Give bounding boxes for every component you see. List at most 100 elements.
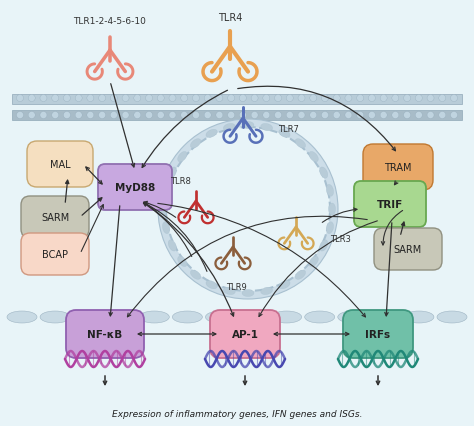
- Circle shape: [403, 95, 410, 102]
- Ellipse shape: [191, 271, 201, 279]
- Circle shape: [310, 112, 317, 119]
- Text: Expression of inflammatory genes, IFN genes and ISGs.: Expression of inflammatory genes, IFN ge…: [112, 409, 362, 418]
- Ellipse shape: [168, 240, 176, 251]
- Circle shape: [263, 112, 270, 119]
- Ellipse shape: [106, 311, 136, 323]
- Circle shape: [181, 95, 188, 102]
- Text: IRFs: IRFs: [365, 329, 391, 339]
- Ellipse shape: [309, 152, 319, 162]
- Ellipse shape: [319, 167, 328, 179]
- Circle shape: [321, 112, 328, 119]
- Circle shape: [157, 112, 164, 119]
- Ellipse shape: [161, 204, 167, 216]
- Circle shape: [28, 95, 35, 102]
- Ellipse shape: [178, 256, 187, 267]
- FancyBboxPatch shape: [354, 181, 426, 227]
- Ellipse shape: [326, 222, 334, 234]
- Circle shape: [110, 95, 118, 102]
- Circle shape: [169, 112, 176, 119]
- Circle shape: [146, 95, 153, 102]
- Circle shape: [40, 112, 47, 119]
- Ellipse shape: [139, 311, 169, 323]
- Circle shape: [298, 95, 305, 102]
- Circle shape: [427, 112, 434, 119]
- Circle shape: [333, 112, 340, 119]
- Ellipse shape: [319, 240, 328, 251]
- Circle shape: [17, 95, 24, 102]
- Circle shape: [28, 112, 35, 119]
- Circle shape: [427, 95, 434, 102]
- Ellipse shape: [279, 281, 290, 289]
- Ellipse shape: [295, 139, 306, 149]
- Circle shape: [263, 95, 270, 102]
- Ellipse shape: [238, 311, 269, 323]
- Circle shape: [368, 95, 375, 102]
- Circle shape: [415, 95, 422, 102]
- Circle shape: [192, 112, 200, 119]
- Circle shape: [439, 112, 446, 119]
- Ellipse shape: [40, 311, 70, 323]
- Ellipse shape: [163, 222, 170, 234]
- Text: TLR7: TLR7: [278, 125, 299, 134]
- FancyBboxPatch shape: [21, 196, 89, 239]
- FancyBboxPatch shape: [27, 142, 93, 187]
- Circle shape: [110, 112, 118, 119]
- Ellipse shape: [7, 311, 37, 323]
- Ellipse shape: [206, 281, 217, 289]
- Ellipse shape: [261, 124, 273, 132]
- Circle shape: [274, 112, 282, 119]
- Circle shape: [450, 95, 457, 102]
- Text: TLR4: TLR4: [218, 13, 242, 23]
- Ellipse shape: [178, 152, 187, 162]
- Circle shape: [75, 112, 82, 119]
- Ellipse shape: [73, 311, 103, 323]
- Text: BCAP: BCAP: [42, 249, 68, 259]
- Circle shape: [52, 112, 59, 119]
- Circle shape: [216, 95, 223, 102]
- Circle shape: [321, 95, 328, 102]
- Circle shape: [99, 95, 106, 102]
- FancyBboxPatch shape: [374, 228, 442, 271]
- Circle shape: [392, 95, 399, 102]
- Circle shape: [310, 95, 317, 102]
- Text: TLR9: TLR9: [226, 283, 246, 292]
- Circle shape: [134, 95, 141, 102]
- Circle shape: [99, 112, 106, 119]
- Circle shape: [64, 95, 71, 102]
- FancyBboxPatch shape: [343, 310, 413, 358]
- Text: TRIF: TRIF: [377, 199, 403, 210]
- Circle shape: [380, 112, 387, 119]
- Ellipse shape: [309, 256, 319, 267]
- Ellipse shape: [261, 288, 273, 295]
- Circle shape: [52, 95, 59, 102]
- Circle shape: [87, 95, 94, 102]
- Circle shape: [286, 112, 293, 119]
- Text: TLR1-2-4-5-6-10: TLR1-2-4-5-6-10: [73, 17, 146, 26]
- Circle shape: [415, 112, 422, 119]
- Ellipse shape: [338, 311, 368, 323]
- Ellipse shape: [437, 311, 467, 323]
- Ellipse shape: [305, 311, 335, 323]
- Circle shape: [286, 95, 293, 102]
- Ellipse shape: [206, 130, 217, 138]
- Circle shape: [345, 95, 352, 102]
- Ellipse shape: [242, 290, 254, 297]
- Ellipse shape: [205, 311, 236, 323]
- Text: TLR3: TLR3: [330, 235, 351, 244]
- Text: AP-1: AP-1: [231, 329, 258, 339]
- Circle shape: [192, 95, 200, 102]
- Circle shape: [239, 112, 246, 119]
- Circle shape: [298, 112, 305, 119]
- Ellipse shape: [191, 139, 201, 149]
- Circle shape: [181, 112, 188, 119]
- Circle shape: [228, 112, 235, 119]
- Text: MyD88: MyD88: [115, 183, 155, 193]
- Ellipse shape: [326, 185, 334, 197]
- Circle shape: [122, 95, 129, 102]
- Circle shape: [392, 112, 399, 119]
- FancyBboxPatch shape: [98, 164, 172, 210]
- Ellipse shape: [371, 311, 401, 323]
- FancyBboxPatch shape: [66, 310, 144, 358]
- Circle shape: [64, 112, 71, 119]
- Circle shape: [134, 112, 141, 119]
